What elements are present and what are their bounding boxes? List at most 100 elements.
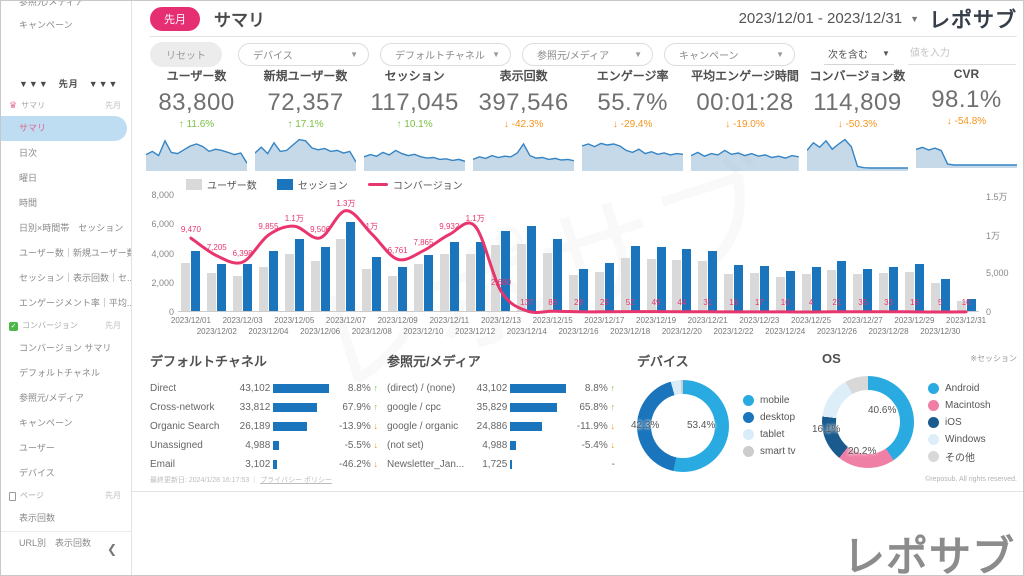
bar-セッション [527, 226, 537, 311]
donut-legend-label: Windows [945, 433, 986, 445]
kpi-value: 83,800 [158, 89, 235, 116]
line-value-label: 9,470 [180, 225, 201, 235]
session-note: ※セッション [970, 354, 1017, 363]
kpi-change: ↑ 10.1% [396, 119, 433, 130]
line-value-label: 10 [961, 298, 971, 307]
privacy-policy-link[interactable]: プライバシー ポリシー [260, 477, 332, 484]
kpi-card-平均エンゲージ時間: 平均エンゲージ時間 00:01:28 ↓ -19.0% [687, 67, 803, 177]
x-axis-label: 2023/12/03 [222, 316, 263, 325]
donut-legend-label: tablet [760, 429, 785, 440]
bar-ユーザー数 [207, 273, 217, 311]
filter-dropdown-label: デフォルトチャネル [395, 50, 485, 62]
kpi-sparkline [582, 133, 684, 171]
sidebar-item[interactable]: デフォルトチャネル [19, 368, 100, 378]
sidebar-item[interactable]: サマリ [1, 116, 127, 141]
sidebar-item[interactable]: 時間 [19, 198, 38, 208]
line-value-label: 36 [858, 298, 868, 307]
sidebar-item[interactable]: ユーザー数｜新規ユーザー数 [19, 248, 131, 258]
condition-select[interactable]: 次を含む ▼ [824, 43, 894, 65]
sidebar-item[interactable]: 参照元/メディア [19, 0, 84, 7]
donut-title: デバイス [637, 354, 689, 369]
bar-ユーザー数 [284, 254, 294, 311]
bar-セッション [889, 267, 899, 311]
bar-セッション [398, 267, 408, 311]
bar-ユーザー数 [310, 261, 320, 311]
x-axis-label: 2023/12/28 [868, 327, 909, 336]
kpi-sparkline [364, 133, 466, 171]
x-axis-label: 2023/12/09 [377, 316, 418, 325]
brand-logo-large: レポサブ [842, 533, 1015, 576]
app-logo: レポサブ [929, 8, 1017, 32]
sidebar-section-label: サマリ [21, 101, 46, 110]
sidebar: 参照元/メディア キャンペーン ▼▼▼ 先月 ▼▼▼ ♛ サマリ 先月 サマリ 日次 曜日 時間日… [1, 0, 132, 575]
sidebar-item[interactable]: URL別 表示回数 [19, 538, 92, 548]
x-axis-label: 2023/12/18 [610, 327, 651, 336]
table-title: 参照元/メディア [387, 354, 481, 369]
donut-legend-item: tablet [743, 426, 796, 443]
row-change: -11.9% ↓ [576, 421, 616, 432]
x-axis-label: 2023/12/30 [920, 327, 961, 336]
x-axis-label: 2023/12/10 [403, 327, 444, 336]
x-axis-label: 2023/12/14 [506, 327, 547, 336]
line-value-label: 7,205 [206, 242, 227, 252]
bar-セッション [449, 242, 459, 311]
bar-ユーザー数 [517, 243, 527, 311]
legend-item: コンバージョン [367, 177, 463, 192]
sidebar-item[interactable]: デバイス [19, 468, 55, 478]
filter-dropdown[interactable]: デバイス ▼ [238, 42, 369, 66]
down-arrow-icon: ↓ [610, 421, 616, 431]
sidebar-collapse-icon[interactable]: ❮ [106, 542, 117, 556]
bar-ユーザー数 [388, 275, 398, 311]
sidebar-item[interactable]: コンバージョン サマリ [19, 343, 112, 353]
sidebar-item[interactable]: 参照元/メディア [19, 393, 84, 403]
row-name: (direct) / (none) [387, 383, 456, 394]
row-bar [273, 403, 331, 412]
sidebar-item[interactable]: エンゲージメント率｜平均... [19, 298, 131, 308]
y-axis-right-tick: 1万 [986, 231, 1001, 241]
row-value: 26,189 [239, 421, 271, 432]
period-tag: 先月 [105, 491, 121, 500]
sidebar-item[interactable]: キャンペーン [19, 418, 73, 428]
filter-dropdown-label: デバイス [253, 50, 293, 62]
bar-セッション [682, 248, 692, 311]
kpi-value: 114,809 [813, 89, 902, 116]
kpi-value: 72,357 [267, 89, 344, 116]
bar-ユーザー数 [543, 252, 553, 311]
legend-label: コンバージョン [392, 181, 463, 192]
line-value-label: 1.1万 [284, 214, 304, 224]
legend-dot-icon [743, 446, 754, 457]
x-axis-label: 2023/12/12 [455, 327, 496, 336]
x-axis-label: 2023/12/16 [558, 327, 599, 336]
sidebar-item[interactable]: 曜日 [19, 173, 38, 183]
filter-dropdown-label: キャンペーン [679, 50, 739, 62]
kpi-value: 98.1% [931, 86, 1002, 113]
sidebar-item[interactable]: 日別×時間帯 セッション [19, 223, 124, 233]
sidebar-item[interactable]: 日次 [19, 148, 38, 158]
reset-button[interactable]: リセット [150, 41, 222, 67]
date-range-picker[interactable]: 2023/12/01 - 2023/12/31 [738, 10, 903, 27]
legend-swatch [367, 183, 388, 186]
sidebar-item[interactable]: セッション｜表示回数｜セ... [19, 273, 131, 283]
filter-dropdown[interactable]: 参照元/メディア ▼ [522, 42, 653, 66]
bar-セッション [630, 245, 640, 311]
chevron-down-icon[interactable]: ▼ [910, 13, 919, 24]
sidebar-item[interactable]: 表示回数 [19, 513, 56, 523]
sidebar-item[interactable]: ユーザー [19, 443, 55, 453]
bar-セッション [966, 299, 976, 311]
row-change: 67.9% ↑ [342, 402, 378, 413]
donut-value-label: 42.3% [631, 420, 660, 431]
row-name: Organic Search [150, 421, 220, 432]
x-axis-label: 2023/12/19 [635, 316, 677, 325]
legend-dot-icon [743, 395, 754, 406]
x-axis-label: 2023/12/08 [351, 327, 392, 336]
donut-legend-label: desktop [760, 412, 796, 423]
line-value-label: 9,506 [310, 224, 331, 234]
filter-dropdown[interactable]: キャンペーン ▼ [664, 42, 795, 66]
filter-value-input[interactable] [907, 43, 1016, 65]
bar-セッション [243, 264, 253, 311]
donut-chart: 40.6% 20.2% 16.1% [812, 376, 914, 468]
filter-dropdown[interactable]: デフォルトチャネル ▼ [380, 42, 511, 66]
sidebar-item[interactable]: キャンペーン [19, 20, 73, 30]
line-value-label: 28 [574, 298, 583, 307]
bottom-widgets: ※セッション ©reposub. All rights reserved. デフ… [150, 351, 1017, 483]
